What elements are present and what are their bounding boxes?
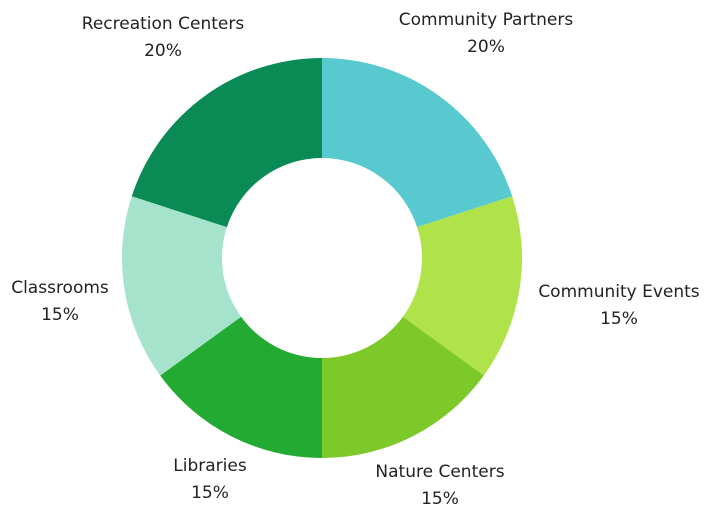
donut-segment: [121, 196, 242, 376]
segment-value: 20%: [467, 37, 505, 57]
segment-value: 15%: [600, 309, 638, 329]
donut-segment: [160, 316, 322, 458]
segment-label: Community Partners: [399, 10, 574, 30]
segment-value: 15%: [41, 305, 79, 325]
segment-value: 20%: [144, 41, 182, 61]
segment-label: Nature Centers: [375, 462, 504, 482]
donut-segment: [131, 58, 322, 228]
donut-segment: [322, 316, 484, 458]
segment-value: 15%: [191, 483, 229, 503]
segment-label: Classrooms: [11, 278, 109, 298]
segment-label: Recreation Centers: [82, 14, 245, 34]
segment-label: Community Events: [538, 282, 699, 302]
donut-segment: [322, 58, 513, 228]
segment-label: Libraries: [173, 456, 247, 476]
segment-value: 15%: [421, 489, 459, 508]
donut-segment: [402, 196, 522, 376]
